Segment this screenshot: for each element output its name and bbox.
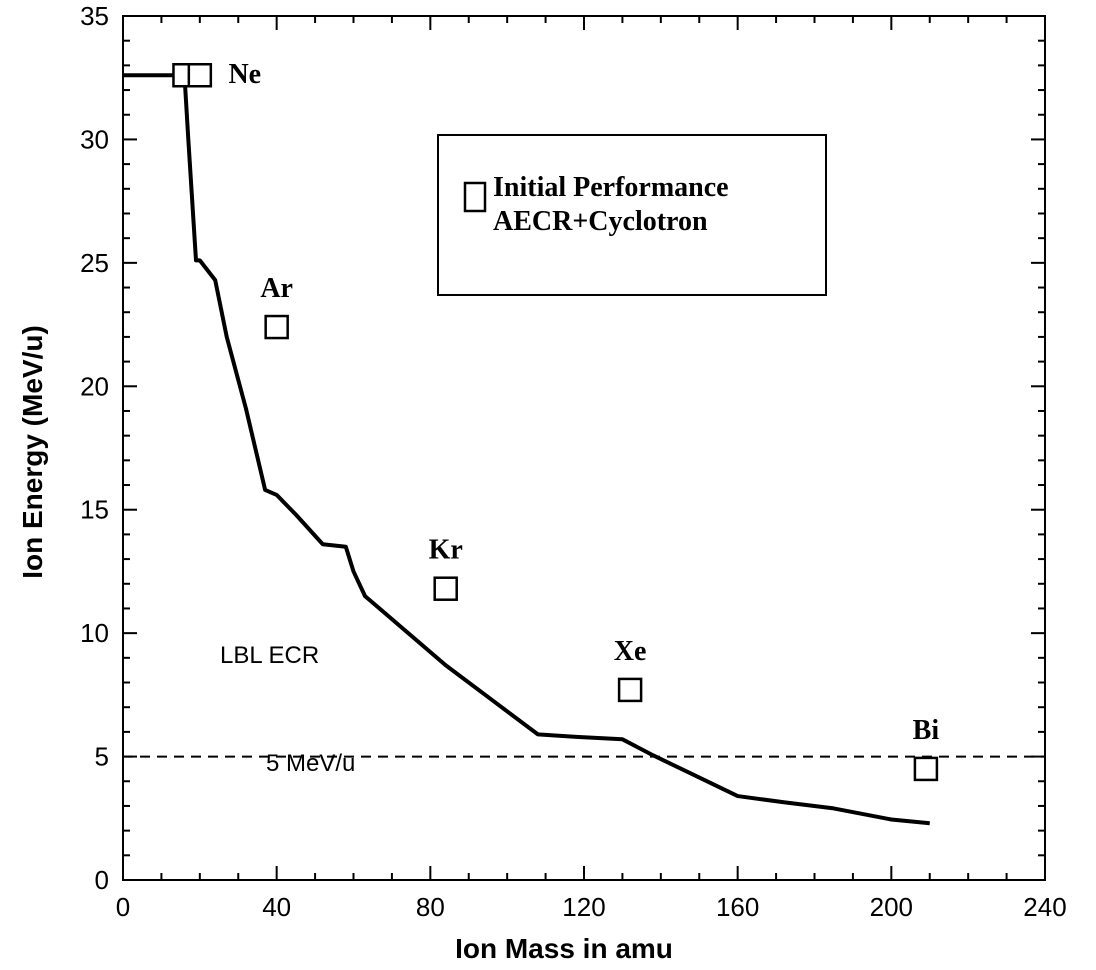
legend-line-1: Initial Performance — [493, 172, 729, 203]
data-point-label: Ar — [260, 273, 293, 304]
y-tick-label: 10 — [80, 618, 109, 648]
y-tick-label: 30 — [80, 124, 109, 154]
x-tick-label: 80 — [416, 892, 445, 922]
x-tick-label: 160 — [716, 892, 759, 922]
data-point-label: Bi — [913, 715, 940, 746]
y-tick-label: 20 — [80, 371, 109, 401]
data-point — [187, 62, 213, 88]
x-tick-label: 120 — [562, 892, 605, 922]
y-tick-label: 0 — [95, 865, 109, 895]
data-point — [264, 314, 289, 340]
x-tick-label: 200 — [870, 892, 913, 922]
y-tick-label: 15 — [80, 495, 109, 525]
legend-frame — [437, 134, 827, 296]
plot-area: 0 40 80 120 160 200 240 0 5 10 15 20 25 30 35 Ne Ar Kr Xe B… — [80, 1, 1067, 922]
data-point — [433, 576, 458, 601]
data-point — [617, 677, 643, 703]
data-point-label: Kr — [429, 535, 463, 566]
data-point-label: Xe — [614, 636, 647, 667]
legend-line-2: AECR+Cyclotron — [493, 206, 708, 237]
x-tick-label: 40 — [262, 892, 291, 922]
legend: Initial Performance AECR+Cyclotron — [437, 134, 827, 296]
x-tick-label: 0 — [116, 892, 130, 922]
x-tick-label: 240 — [1023, 892, 1066, 922]
y-tick-label: 5 — [95, 742, 109, 772]
y-axis-title: Ion Energy (MeV/u) — [17, 325, 48, 579]
data-point-label: Ne — [228, 59, 261, 90]
legend-marker — [463, 181, 487, 213]
reference-line-label: 5 MeV/u — [266, 750, 355, 777]
y-tick-label: 25 — [80, 248, 109, 278]
x-axis-title: Ion Mass in amu — [455, 933, 673, 964]
curve-line — [123, 73, 930, 826]
data-point — [913, 756, 939, 782]
y-tick-label: 35 — [80, 1, 109, 31]
curve-label: LBL ECR — [220, 642, 319, 669]
